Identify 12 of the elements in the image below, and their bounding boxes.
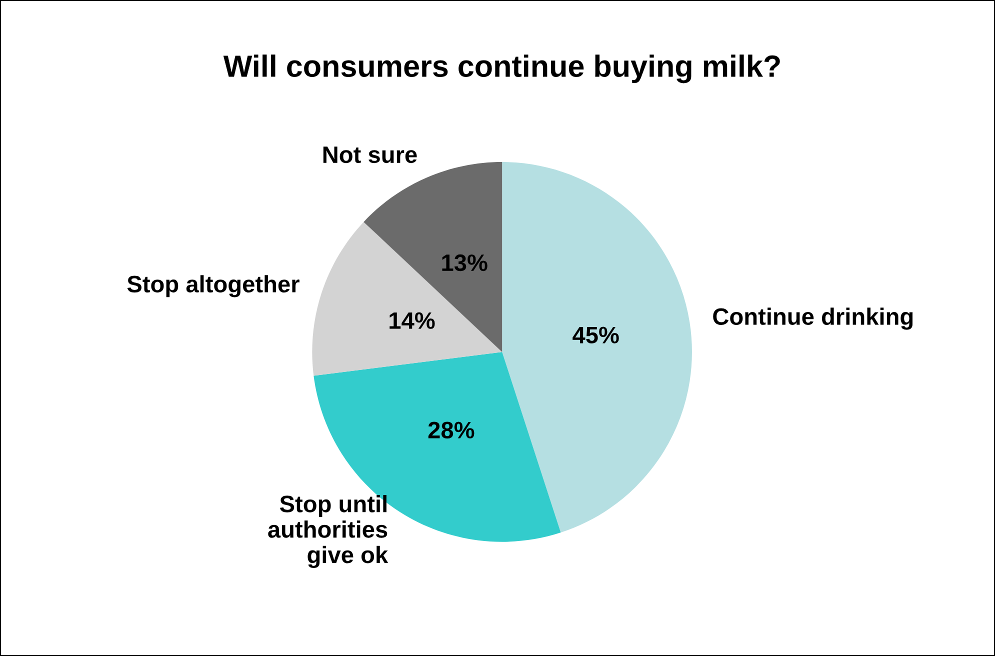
slice-label: Stop altogether: [127, 275, 300, 298]
pie-slice: [312, 222, 502, 376]
slice-label: Stop until authorities give ok: [268, 495, 388, 568]
data-label: 14%: [390, 312, 435, 329]
pie-slice: [502, 162, 692, 533]
pie-slice: [364, 162, 502, 352]
chart-title: Will consumers continue buying milk?: [223, 54, 780, 84]
data-label: 28%: [428, 422, 474, 438]
slice-label: Continue drinking: [713, 308, 913, 330]
data-label: 45%: [572, 326, 619, 344]
slice-label: Not sure: [323, 146, 417, 164]
data-label: 13%: [442, 254, 488, 272]
